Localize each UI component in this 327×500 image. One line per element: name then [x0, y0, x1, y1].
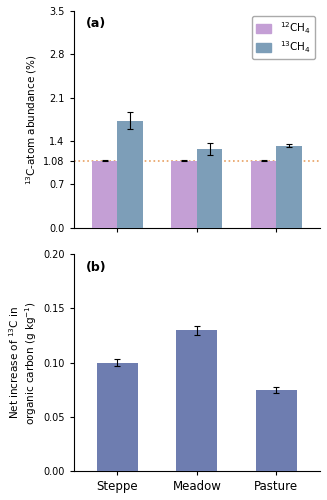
- Text: (b): (b): [86, 261, 107, 274]
- Legend: $^{12}$CH$_4$, $^{13}$CH$_4$: $^{12}$CH$_4$, $^{13}$CH$_4$: [251, 16, 315, 59]
- Bar: [117, 120, 143, 228]
- Bar: [177, 330, 217, 471]
- Y-axis label: Net increase of $^{13}$C in
organic carbon (g kg$^{-1}$): Net increase of $^{13}$C in organic carb…: [7, 300, 39, 424]
- Bar: [171, 161, 197, 228]
- Bar: [256, 390, 297, 471]
- Text: (a): (a): [86, 18, 106, 30]
- Bar: [251, 161, 276, 228]
- Bar: [97, 362, 138, 471]
- Bar: [92, 161, 117, 228]
- Bar: [276, 146, 302, 228]
- Y-axis label: $^{13}$C-atom abundance (%): $^{13}$C-atom abundance (%): [24, 54, 39, 184]
- Bar: [197, 149, 222, 228]
